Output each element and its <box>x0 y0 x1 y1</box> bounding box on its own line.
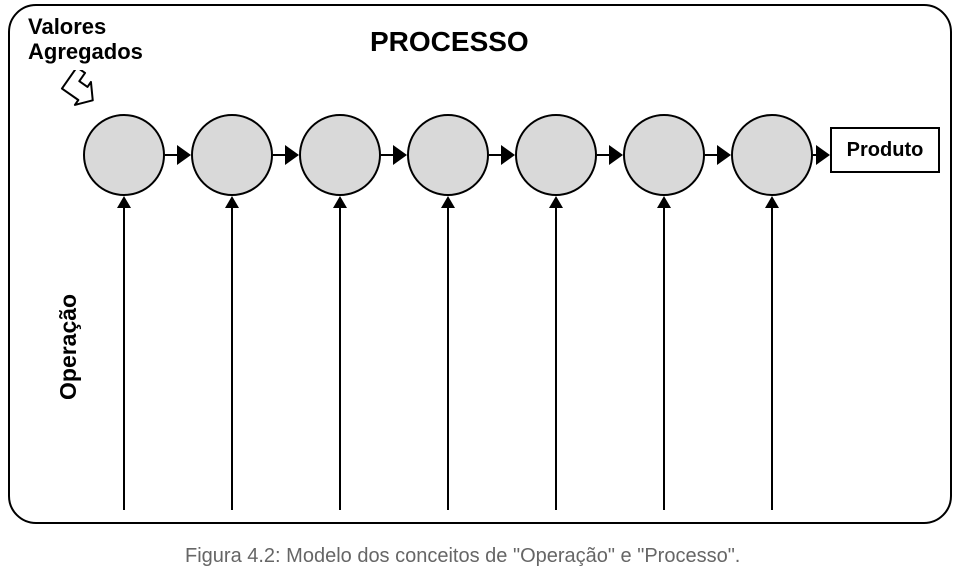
process-node <box>515 114 597 196</box>
arrow-right-icon <box>285 145 299 165</box>
label-valores-line1: Valores <box>28 14 106 39</box>
arrow-right-icon <box>609 145 623 165</box>
label-processo: PROCESSO <box>370 26 529 58</box>
down-arrow-icon <box>58 70 98 110</box>
arrow-right-icon <box>501 145 515 165</box>
arrow-up-icon <box>117 196 131 208</box>
connector-line <box>705 154 717 156</box>
arrow-right-icon <box>717 145 731 165</box>
operation-line <box>663 208 665 510</box>
process-node <box>83 114 165 196</box>
connector-line <box>381 154 393 156</box>
operation-line <box>123 208 125 510</box>
connector-line <box>489 154 501 156</box>
process-node <box>623 114 705 196</box>
label-valores-agregados: ValoresAgregados <box>28 14 143 65</box>
operation-line <box>231 208 233 510</box>
process-node <box>407 114 489 196</box>
diagram-canvas: ValoresAgregados PROCESSO Produto Operação F… <box>0 0 960 580</box>
process-node <box>299 114 381 196</box>
connector-line <box>273 154 285 156</box>
arrow-up-icon <box>657 196 671 208</box>
arrow-up-icon <box>765 196 779 208</box>
product-box: Produto <box>830 127 940 173</box>
arrow-right-icon <box>177 145 191 165</box>
arrow-right-icon <box>393 145 407 165</box>
connector-line <box>597 154 609 156</box>
arrow-up-icon <box>225 196 239 208</box>
operation-line <box>555 208 557 510</box>
label-operacao: Operação <box>55 294 82 400</box>
operation-line <box>339 208 341 510</box>
arrow-up-icon <box>441 196 455 208</box>
diagram-frame <box>8 4 952 524</box>
arrow-up-icon <box>549 196 563 208</box>
label-valores-line2: Agregados <box>28 39 143 64</box>
operation-line <box>447 208 449 510</box>
figure-caption: Figura 4.2: Modelo dos conceitos de "Ope… <box>185 545 740 568</box>
arrow-up-icon <box>333 196 347 208</box>
process-node <box>731 114 813 196</box>
connector-line <box>165 154 177 156</box>
process-node <box>191 114 273 196</box>
product-label: Produto <box>847 139 924 162</box>
operation-line <box>771 208 773 510</box>
arrow-right-icon <box>816 145 830 165</box>
